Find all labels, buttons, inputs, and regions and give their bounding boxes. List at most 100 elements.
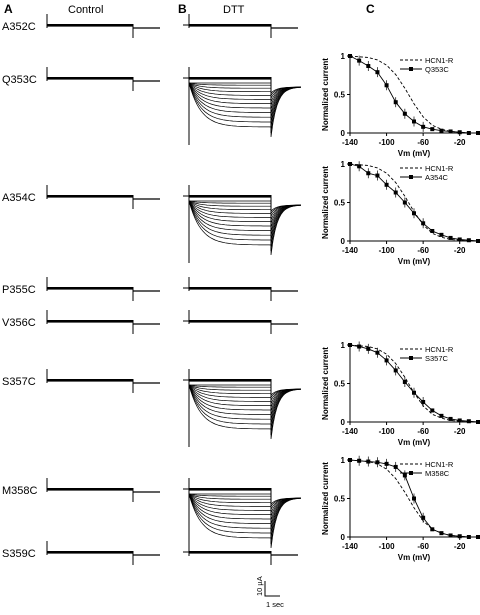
data-point	[430, 127, 435, 132]
x-tick-label: -60	[417, 138, 429, 147]
x-tick-label: -140	[342, 138, 359, 147]
y-tick-label: 0	[341, 533, 346, 542]
y-axis-label: Normalized current	[321, 58, 330, 131]
row-label: P355C	[2, 284, 36, 296]
data-point	[430, 408, 435, 413]
dtt-trace	[183, 277, 298, 301]
legend-label: M358C	[425, 469, 450, 478]
legend-swatch-marker	[409, 175, 413, 179]
data-point	[457, 534, 462, 539]
data-point	[348, 458, 352, 462]
data-point	[448, 533, 453, 538]
dtt-trace	[183, 541, 298, 565]
data-point	[430, 228, 435, 233]
trace-row: Q353C	[2, 67, 302, 145]
dtt-trace	[183, 369, 302, 447]
series-line-reference	[349, 55, 478, 134]
panel-letter-b: B	[178, 2, 187, 16]
legend-swatch-marker	[409, 471, 413, 475]
y-tick-label: 1	[341, 341, 346, 350]
row-label: M358C	[2, 485, 38, 497]
y-tick-label: 0	[341, 237, 346, 246]
x-tick-label: -140	[342, 246, 359, 255]
data-point	[457, 130, 462, 135]
y-tick-label: 0	[341, 418, 346, 427]
legend-label: S357C	[425, 354, 449, 363]
dtt-trace	[183, 14, 298, 38]
data-point	[430, 527, 435, 532]
scale-bar-lines	[264, 581, 280, 597]
panel-letter-a: A	[4, 2, 13, 16]
legend-swatch-marker	[409, 356, 413, 360]
trace-row: S357C	[2, 369, 302, 447]
control-trace	[46, 14, 160, 38]
x-tick-label: -60	[417, 427, 429, 436]
data-point	[457, 237, 462, 242]
series-line-mutant	[349, 344, 479, 423]
activation-plot: 0 0.5 1 -140 -100 -60 -20 Vm (mV) Normalized cur…	[321, 160, 480, 266]
control-trace	[46, 478, 160, 502]
data-point	[348, 162, 352, 166]
data-point	[476, 131, 480, 135]
column-header-dtt: DTT	[223, 4, 245, 16]
scale-bar-current-label: 10 µA	[255, 576, 264, 596]
x-axis-label: Vm (mV)	[398, 149, 431, 158]
x-tick-label: -100	[379, 427, 396, 436]
x-axis-label: Vm (mV)	[398, 438, 431, 447]
x-tick-label: -20	[454, 138, 466, 147]
data-point	[466, 419, 471, 424]
column-header-control: Control	[68, 4, 103, 16]
row-label: V356C	[2, 317, 36, 329]
y-tick-label: 0.5	[334, 380, 346, 389]
data-point	[466, 535, 471, 539]
legend-swatch-marker	[409, 67, 413, 71]
x-axis-label: Vm (mV)	[398, 257, 431, 266]
data-point	[439, 128, 444, 133]
dtt-trace	[183, 478, 302, 556]
x-tick-label: -20	[454, 427, 466, 436]
row-label: Q353C	[2, 74, 37, 86]
row-label: S357C	[2, 376, 36, 388]
data-point	[466, 131, 471, 135]
data-point	[476, 535, 480, 539]
dtt-trace	[183, 310, 298, 334]
control-trace	[46, 67, 160, 91]
control-trace	[46, 277, 160, 301]
trace-row: P355C	[2, 277, 298, 301]
scale-bar: 10 µA 1 sec	[255, 576, 284, 609]
series-line-reference	[349, 459, 478, 538]
y-axis-label: Normalized current	[321, 166, 330, 239]
x-tick-label: -100	[379, 542, 396, 551]
y-tick-label: 1	[341, 52, 346, 61]
row-label: A352C	[2, 21, 36, 33]
data-point	[466, 238, 471, 243]
dtt-trace	[183, 185, 302, 263]
x-tick-label: -60	[417, 246, 429, 255]
x-axis-label: Vm (mV)	[398, 553, 431, 562]
legend-label: HCN1-R	[425, 460, 454, 469]
data-point	[439, 531, 444, 536]
y-axis-label: Normalized current	[321, 462, 330, 535]
trace-row: M358C	[2, 478, 302, 556]
row-label: A354C	[2, 192, 36, 204]
x-tick-label: -100	[379, 138, 396, 147]
panel-letter-c: C	[366, 2, 375, 16]
control-trace	[46, 310, 160, 334]
legend-label: A354C	[425, 173, 449, 182]
x-tick-label: -20	[454, 246, 466, 255]
trace-row: V356C	[2, 310, 298, 334]
data-point	[439, 232, 444, 237]
y-tick-label: 0.5	[334, 199, 346, 208]
legend-label: HCN1-R	[425, 56, 454, 65]
row-label: S359C	[2, 548, 36, 560]
trace-rows: A352C Q353C A354C P355C V356C S357C M358C S359C	[2, 14, 302, 565]
x-tick-label: -100	[379, 246, 396, 255]
data-point	[476, 420, 480, 424]
data-point	[348, 343, 352, 347]
trace-row: S359C	[2, 541, 298, 565]
trace-row: A354C	[2, 185, 302, 263]
x-tick-label: -60	[417, 542, 429, 551]
